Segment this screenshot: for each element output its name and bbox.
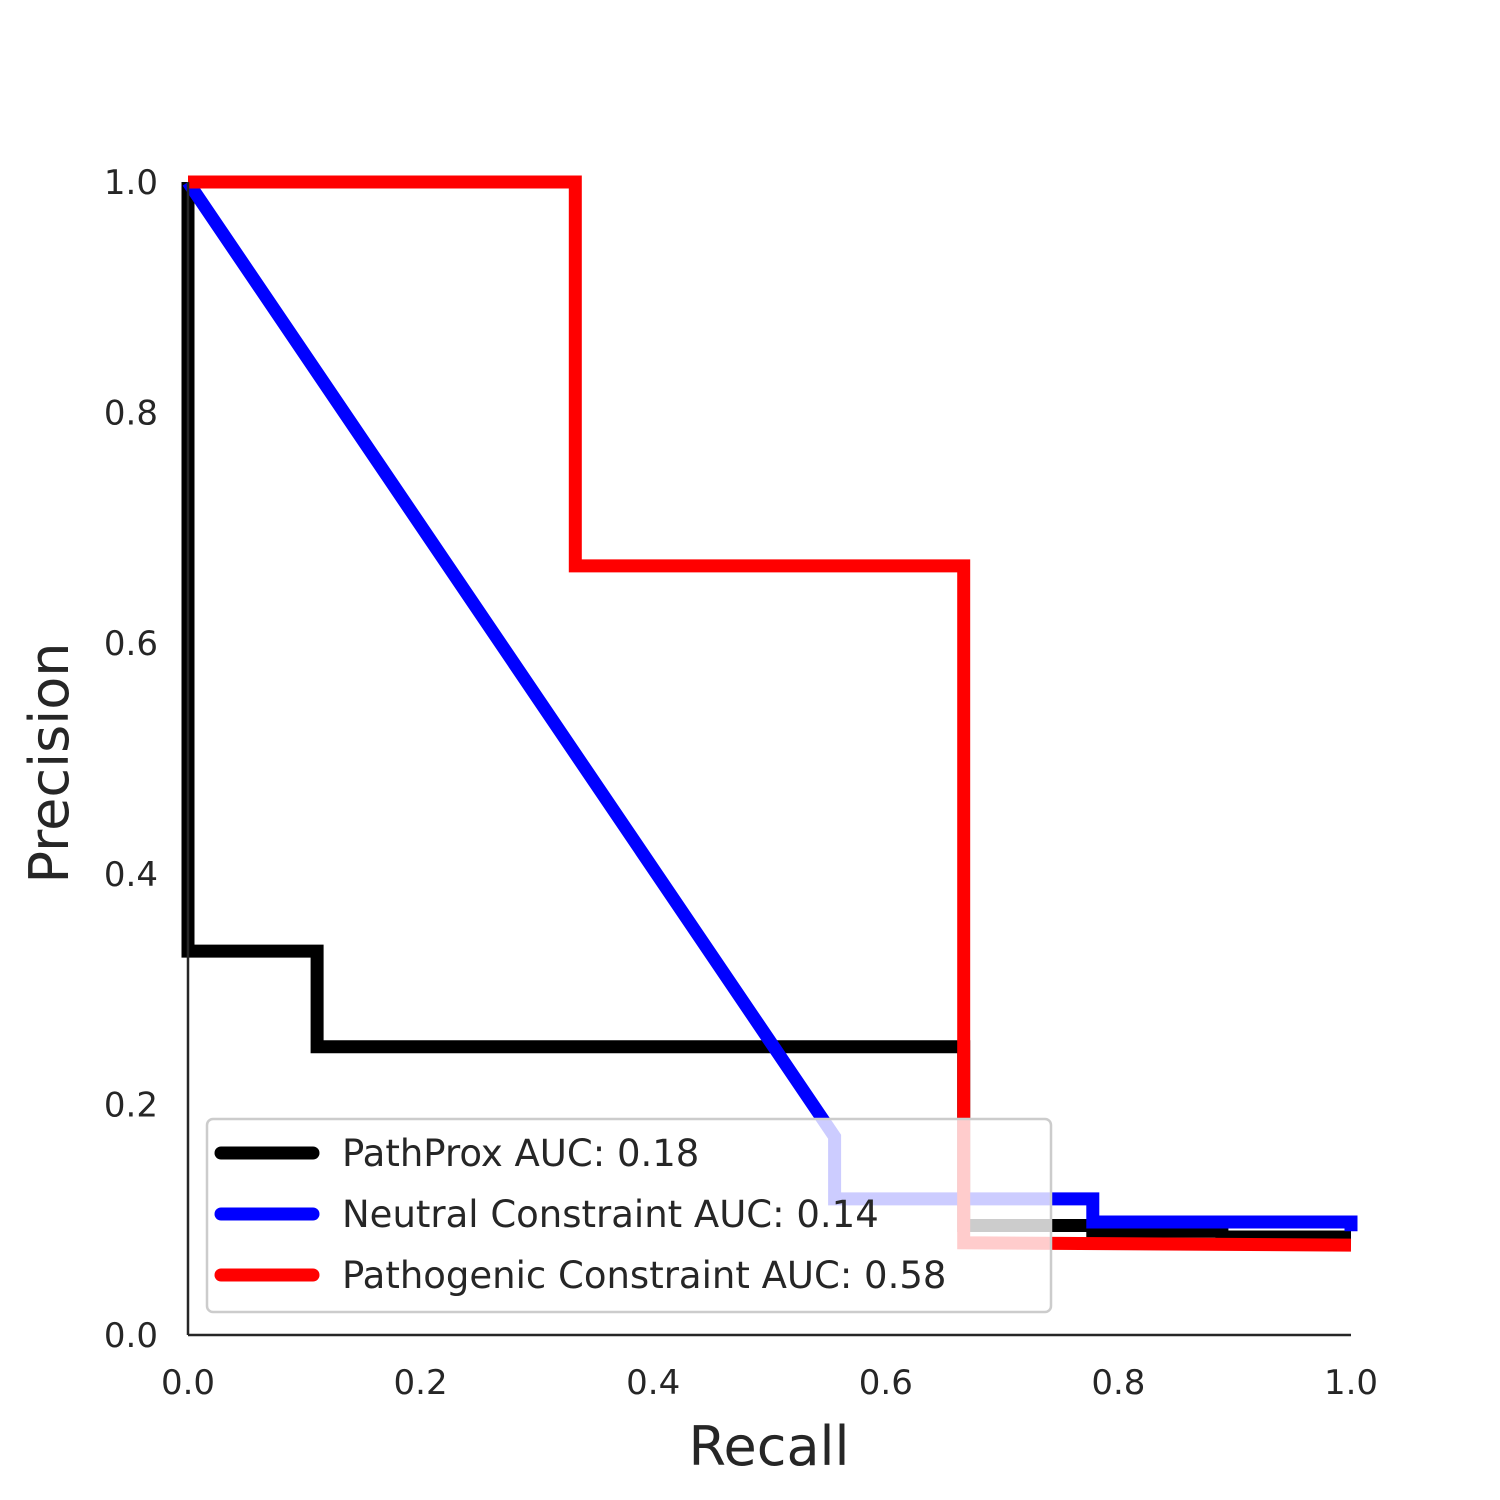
legend-label-neutral-constraint: Neutral Constraint AUC: 0.14 <box>342 1193 879 1236</box>
y-tick-label: 0.2 <box>104 1085 158 1125</box>
y-tick-label: 0.4 <box>104 855 158 895</box>
y-tick-labels: 0.0 0.2 0.4 0.6 0.8 1.0 <box>104 163 158 1356</box>
legend-label-pathprox: PathProx AUC: 0.18 <box>342 1132 699 1175</box>
y-axis-title: Precision <box>18 643 81 884</box>
x-tick-label: 0.4 <box>626 1363 680 1403</box>
x-tick-label: 0.8 <box>1091 1363 1145 1403</box>
legend-label-pathogenic-constraint: Pathogenic Constraint AUC: 0.58 <box>342 1254 946 1297</box>
x-tick-label: 0.6 <box>859 1363 913 1403</box>
legend-frame <box>205 1117 1053 1314</box>
x-tick-label: 1.0 <box>1324 1363 1378 1403</box>
y-tick-label: 0.0 <box>104 1316 158 1356</box>
y-tick-label: 0.6 <box>104 624 158 664</box>
x-tick-label: 0.0 <box>161 1363 215 1403</box>
y-tick-label: 0.8 <box>104 394 158 434</box>
legend: PathProx AUC: 0.18 Neutral Constraint AUC… <box>205 1117 1053 1314</box>
legend-entries: PathProx AUC: 0.18 Neutral Constraint AUC… <box>214 1132 946 1297</box>
y-tick-label: 1.0 <box>104 163 158 203</box>
x-tick-label: 0.2 <box>394 1363 448 1403</box>
x-tick-labels: 0.0 0.2 0.4 0.6 0.8 1.0 <box>161 1363 1378 1403</box>
x-axis-title: Recall <box>688 1415 849 1478</box>
